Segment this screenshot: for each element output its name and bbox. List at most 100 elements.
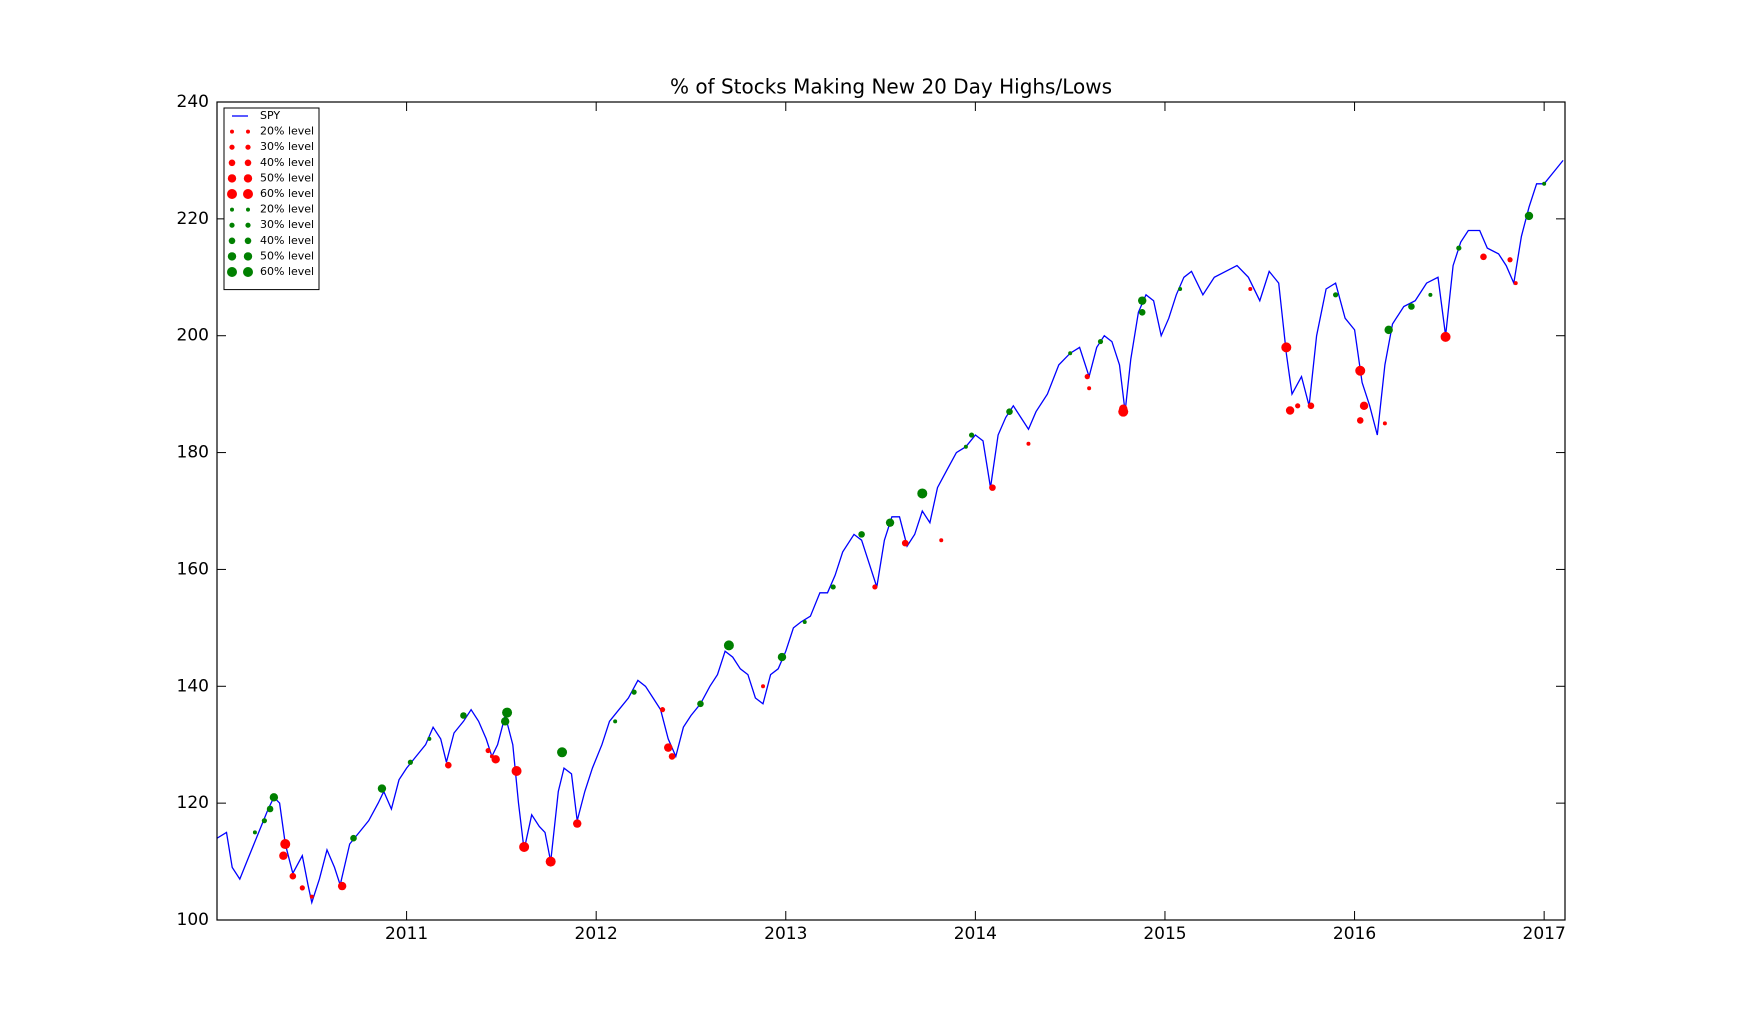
legend-marker bbox=[243, 174, 253, 183]
level-marker bbox=[777, 652, 787, 662]
legend-label: 30% level bbox=[260, 140, 314, 153]
level-marker bbox=[491, 755, 500, 764]
legend-marker bbox=[243, 252, 253, 261]
level-marker bbox=[1006, 408, 1013, 415]
level-marker bbox=[1428, 292, 1433, 297]
y-tick-label: 220 bbox=[177, 209, 209, 229]
level-marker bbox=[377, 784, 387, 793]
level-marker bbox=[445, 761, 452, 769]
level-marker bbox=[1355, 365, 1366, 376]
legend-marker bbox=[246, 129, 250, 134]
legend-label: 60% level bbox=[260, 265, 314, 278]
legend-marker bbox=[227, 174, 237, 183]
legend-label: 50% level bbox=[260, 249, 314, 262]
legend-marker bbox=[227, 267, 237, 277]
level-marker bbox=[917, 488, 928, 499]
level-marker bbox=[460, 712, 467, 719]
legend-label: 50% level bbox=[260, 171, 314, 184]
level-marker bbox=[613, 719, 618, 724]
level-marker bbox=[901, 539, 909, 547]
y-tick-label: 180 bbox=[177, 443, 209, 463]
level-marker bbox=[407, 759, 413, 765]
level-marker bbox=[519, 841, 530, 852]
x-tick-label: 2014 bbox=[954, 924, 997, 944]
level-marker bbox=[299, 885, 305, 891]
level-marker bbox=[1332, 292, 1339, 298]
level-marker bbox=[1408, 303, 1415, 310]
x-tick-label: 2015 bbox=[1143, 924, 1186, 944]
level-marker bbox=[289, 872, 297, 880]
legend-marker bbox=[230, 129, 234, 134]
x-tick-label: 2017 bbox=[1523, 924, 1566, 944]
y-tick-label: 240 bbox=[177, 92, 209, 112]
level-marker bbox=[573, 819, 582, 828]
level-marker bbox=[668, 753, 676, 760]
legend-marker bbox=[244, 237, 252, 245]
level-marker bbox=[1382, 421, 1387, 426]
level-marker bbox=[545, 856, 556, 867]
level-marker bbox=[723, 640, 734, 651]
level-marker bbox=[1384, 325, 1393, 335]
legend-label: 40% level bbox=[260, 234, 314, 247]
spy-line bbox=[217, 159, 1564, 905]
level-marker bbox=[830, 584, 836, 590]
level-marker bbox=[761, 684, 766, 689]
level-marker bbox=[511, 766, 522, 777]
level-marker bbox=[337, 881, 347, 891]
level-marker bbox=[963, 444, 968, 449]
y-tick-label: 160 bbox=[177, 559, 209, 579]
level-marker bbox=[1359, 401, 1369, 411]
level-marker bbox=[502, 707, 513, 718]
level-marker bbox=[1138, 309, 1146, 316]
level-marker bbox=[427, 736, 432, 741]
legend-label: 30% level bbox=[260, 218, 314, 231]
legend-marker bbox=[244, 159, 252, 167]
plot-frame bbox=[216, 101, 1566, 921]
level-marker bbox=[1068, 351, 1073, 356]
legend-marker bbox=[243, 267, 253, 277]
level-marker bbox=[631, 689, 637, 695]
level-marker bbox=[1513, 281, 1518, 286]
level-marker bbox=[1281, 342, 1292, 353]
level-marker bbox=[280, 839, 291, 850]
legend-marker bbox=[228, 237, 236, 245]
legend-marker bbox=[246, 207, 250, 212]
legend-marker bbox=[229, 222, 235, 228]
level-marker bbox=[1118, 406, 1129, 417]
level-marker bbox=[279, 851, 288, 860]
level-marker bbox=[697, 700, 704, 708]
legend-marker bbox=[228, 159, 236, 167]
level-marker bbox=[1524, 211, 1534, 221]
legend-marker bbox=[245, 144, 251, 150]
y-tick-label: 140 bbox=[177, 676, 209, 696]
level-marker bbox=[802, 620, 807, 625]
level-marker bbox=[266, 805, 274, 813]
legend-label: 40% level bbox=[260, 156, 314, 169]
x-tick-label: 2012 bbox=[575, 924, 618, 944]
x-tick-label: 2013 bbox=[764, 924, 807, 944]
level-marker bbox=[1097, 338, 1104, 345]
y-tick-label: 120 bbox=[177, 793, 209, 813]
legend-label: SPY bbox=[260, 109, 280, 122]
level-marker bbox=[1356, 417, 1364, 424]
level-marker bbox=[350, 834, 357, 842]
level-marker bbox=[872, 584, 878, 590]
legend-marker bbox=[227, 252, 237, 261]
level-marker bbox=[664, 743, 673, 752]
level-marker bbox=[1084, 374, 1090, 380]
level-marker bbox=[557, 747, 568, 758]
level-marker bbox=[1480, 253, 1487, 261]
level-marker bbox=[939, 538, 944, 543]
level-marker bbox=[500, 717, 510, 726]
legend-label: 60% level bbox=[260, 187, 314, 200]
legend-marker bbox=[245, 222, 251, 228]
level-marker bbox=[1542, 181, 1547, 186]
level-marker bbox=[252, 830, 257, 835]
level-marker bbox=[968, 432, 975, 438]
level-marker bbox=[858, 531, 865, 538]
x-tick-label: 2011 bbox=[385, 924, 428, 944]
level-marker bbox=[1026, 441, 1031, 446]
level-marker bbox=[1285, 406, 1295, 415]
legend-label: 20% level bbox=[260, 203, 314, 216]
